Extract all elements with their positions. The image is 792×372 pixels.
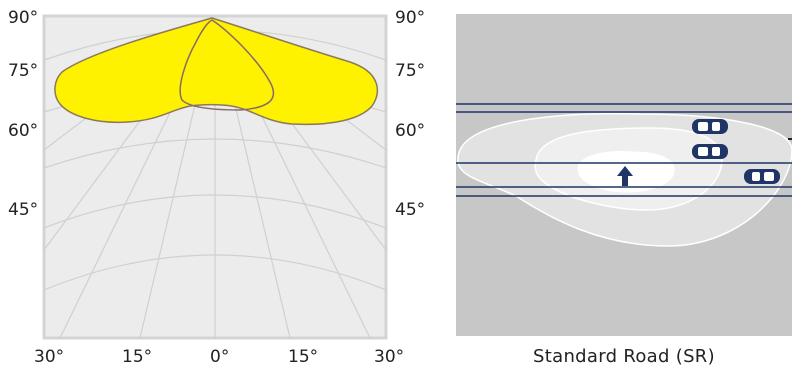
- angle-label-right-60: 60°: [395, 121, 426, 141]
- direction-arrow-icon: [617, 166, 633, 186]
- angle-label-left-75: 75°: [8, 61, 39, 81]
- light-distribution-fill: [54, 17, 379, 126]
- car-icon: [744, 169, 780, 184]
- bottom-label-30-left: 30°: [34, 347, 65, 367]
- light-distribution-curve: [179, 19, 275, 111]
- angle-label-right-75: 75°: [395, 61, 426, 81]
- angle-label-left-60: 60°: [8, 121, 39, 141]
- angle-label-left-45: 45°: [8, 200, 39, 220]
- car-icon: [692, 119, 728, 134]
- bottom-label-0: 0°: [210, 347, 230, 367]
- bottom-label-15-left: 15°: [122, 347, 153, 367]
- angle-label-right-45: 45°: [395, 200, 426, 220]
- angle-label-right-90: 90°: [395, 8, 426, 28]
- lane-lines: [456, 103, 792, 197]
- polar-grid-canvas: [42, 14, 388, 340]
- road-caption: Standard Road (SR): [533, 346, 715, 367]
- road-canvas: [456, 14, 792, 336]
- angle-label-left-90: 90°: [8, 8, 39, 28]
- car-icon: [692, 144, 728, 159]
- bottom-label-30-right: 30°: [374, 347, 405, 367]
- road-diagram: [440, 0, 792, 372]
- polar-diagram: 90° 75° 60° 45° 90° 75° 60° 45° 30° 15° …: [8, 8, 426, 367]
- bottom-label-15-right: 15°: [288, 347, 319, 367]
